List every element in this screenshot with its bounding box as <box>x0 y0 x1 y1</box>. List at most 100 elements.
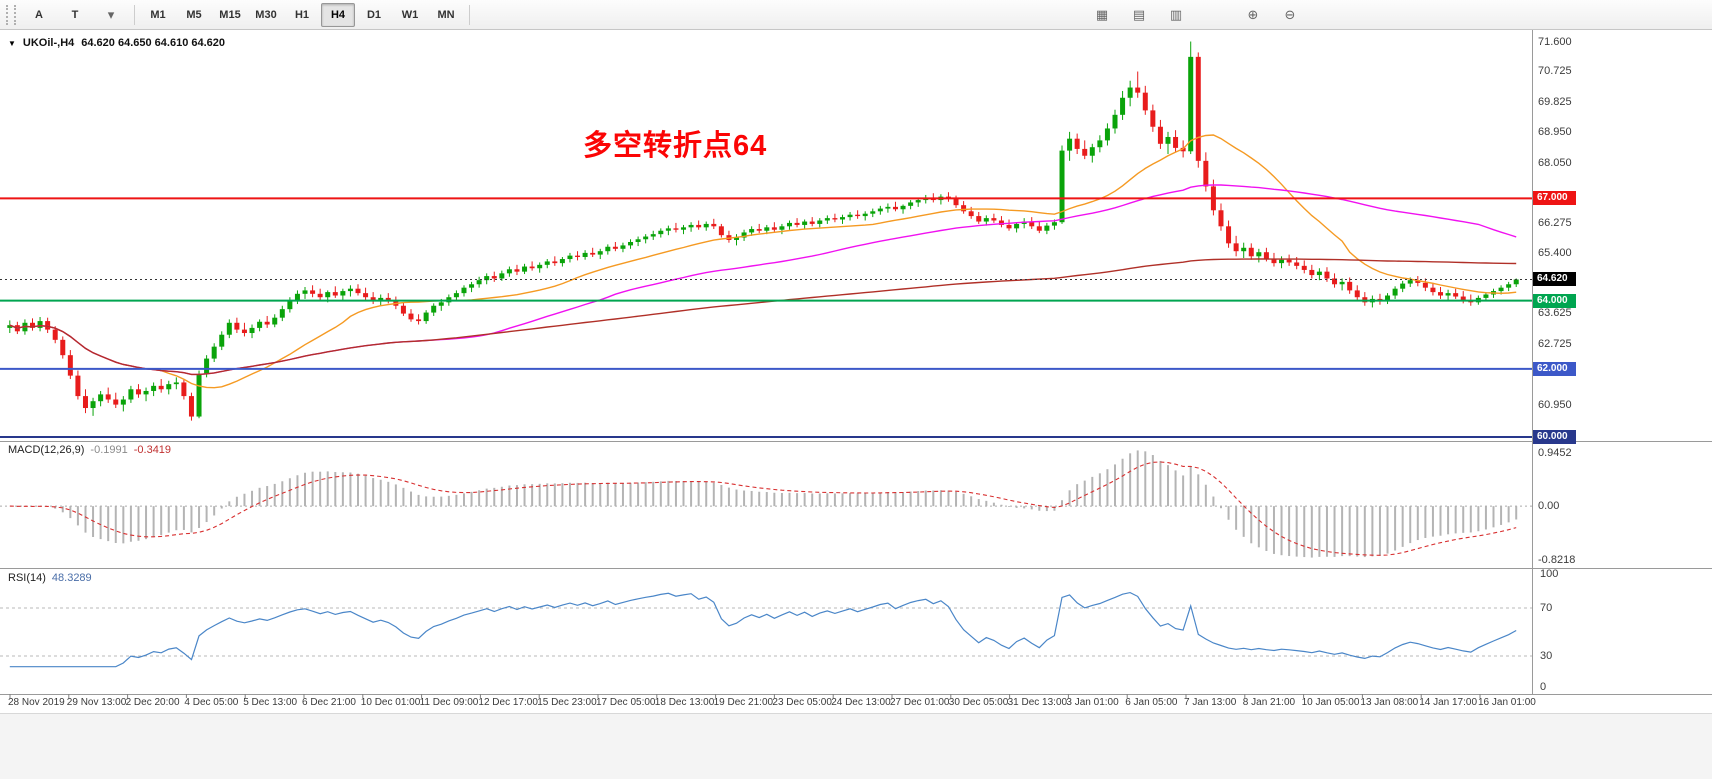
price-annotation[interactable]: 多空转折点64 <box>583 130 768 162</box>
zoom-in-button[interactable]: ⊕ <box>1247 7 1259 22</box>
candle-body <box>332 292 338 296</box>
candle-body <box>703 223 709 228</box>
candle-body <box>1316 271 1322 276</box>
candle-body <box>998 220 1004 225</box>
candle-body <box>453 293 459 298</box>
candle-body <box>1271 259 1277 264</box>
candle-body <box>870 211 876 214</box>
candle-body <box>1074 138 1080 149</box>
timeframe-button-h1[interactable]: H1 <box>294 8 310 21</box>
candle-body <box>1483 294 1489 298</box>
candle-body <box>628 241 634 246</box>
timeframe-button-mn[interactable]: MN <box>437 8 455 21</box>
candle-body <box>575 255 581 257</box>
candle-body <box>529 266 535 269</box>
timeframe-button-w1[interactable]: W1 <box>401 8 419 21</box>
chart-menu-icon[interactable]: ▼ <box>8 38 16 48</box>
candle-body <box>658 230 664 235</box>
candle-body <box>302 290 308 294</box>
candle-body <box>1506 284 1512 288</box>
candle-body <box>612 246 618 249</box>
chart-symbol: UKOil-,H4 <box>22 37 75 49</box>
candle-body <box>1051 222 1057 226</box>
candle-body <box>423 312 429 322</box>
candle-body <box>1104 128 1110 141</box>
candle-body <box>499 273 505 279</box>
candle-body <box>1112 114 1118 129</box>
candle-body <box>650 234 656 237</box>
candle-body <box>582 252 588 257</box>
candle-body <box>718 226 724 236</box>
new-chart-button[interactable]: ▦ <box>1095 7 1109 22</box>
timeframe-button-group: M1 M5 M15 M30 H1 H4 D1 W1 MN <box>141 2 463 27</box>
toolbar-separator <box>134 4 135 25</box>
candle-body <box>1279 259 1285 264</box>
candle-body <box>764 227 770 231</box>
chart-ohlc: 64.620 64.650 64.610 64.620 <box>81 37 226 49</box>
candle-body <box>1294 262 1300 266</box>
candle-body <box>1498 287 1504 292</box>
candle-body <box>400 305 406 314</box>
candle-body <box>52 329 58 340</box>
candle-body <box>90 401 96 409</box>
moving-average-line-21 <box>9 134 1517 389</box>
zoom-icon-group: ⊕ ⊖ <box>1236 3 1307 27</box>
candle-body <box>688 224 694 228</box>
candle-body <box>1241 247 1247 252</box>
timeframe-button-m30[interactable]: M30 <box>255 8 277 21</box>
candle-body <box>491 276 497 279</box>
candle-body <box>105 394 111 400</box>
candle-body <box>802 221 808 225</box>
timeframe-button-h4[interactable]: H4 <box>321 2 355 27</box>
candle-body <box>166 384 172 390</box>
timeframe-button-d1[interactable]: D1 <box>366 8 382 21</box>
candle-body <box>211 346 217 359</box>
candle-body <box>741 232 747 238</box>
candle-body <box>264 321 270 325</box>
text-tool-button[interactable]: A <box>35 8 43 21</box>
candle-body <box>317 293 323 298</box>
candle-body <box>900 205 906 210</box>
candle-body <box>363 293 369 298</box>
candle-body <box>1097 140 1103 148</box>
candle-body <box>310 290 316 294</box>
candle-body <box>1233 243 1239 252</box>
candle-body <box>847 214 853 218</box>
tile-windows-button[interactable]: ▤ <box>1132 7 1146 22</box>
window-icon-group: ▦ ▤ ▥ <box>1085 3 1193 27</box>
candle-body <box>567 255 573 260</box>
macd-main-value: -0.1991 <box>90 444 128 456</box>
timeframe-button-m5[interactable]: M5 <box>186 8 202 21</box>
candle-body <box>590 252 596 255</box>
toolbar: A T ▾ M1 M5 M15 M30 H1 H4 D1 W1 MN ▦ ▤ ▥ ⊕ ⊖ <box>0 0 1712 30</box>
zoom-out-button[interactable]: ⊖ <box>1284 7 1296 22</box>
candle-body <box>1415 280 1421 283</box>
tool-button-group: A T ▾ <box>22 3 128 27</box>
candle-body <box>1067 138 1073 151</box>
rsi-name: RSI(14) <box>8 572 46 584</box>
macd-panel-label: MACD(12,26,9) -0.1991 -0.3419 <box>8 444 171 456</box>
candle-body <box>82 396 88 409</box>
candle-body <box>135 389 141 395</box>
candle-body <box>1513 279 1519 285</box>
candle-body <box>908 202 914 206</box>
candle-body <box>1324 271 1330 279</box>
candle-body <box>620 245 626 249</box>
candle-body <box>287 300 293 310</box>
text-label-tool-button[interactable]: T <box>71 8 79 21</box>
macd-signal-line <box>9 461 1517 556</box>
candle-body <box>67 355 73 376</box>
candle-body <box>1142 92 1148 111</box>
candle-body <box>643 236 649 240</box>
candle-body <box>734 237 740 240</box>
candle-body <box>1256 252 1262 257</box>
draw-tools-dropdown[interactable]: ▾ <box>107 6 115 22</box>
toolbar-grip[interactable] <box>6 4 16 25</box>
cascade-windows-button[interactable]: ▥ <box>1169 7 1183 22</box>
candle-body <box>1218 210 1224 227</box>
timeframe-button-m1[interactable]: M1 <box>150 8 166 21</box>
candle-body <box>249 327 255 334</box>
candle-body <box>711 223 717 227</box>
timeframe-button-m15[interactable]: M15 <box>219 8 241 21</box>
